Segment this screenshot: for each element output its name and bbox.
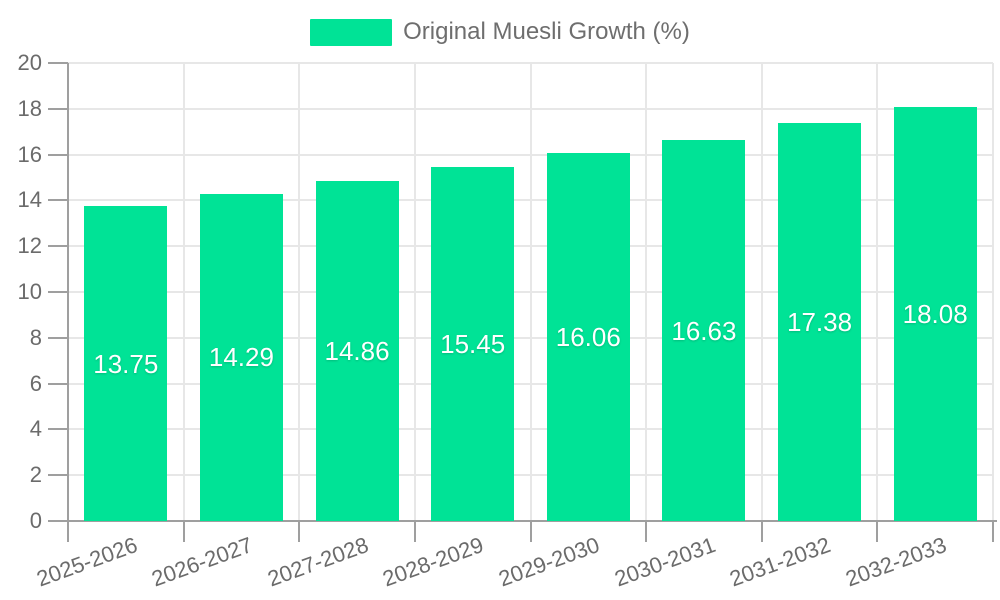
bar-2028-2029[interactable] [431, 167, 515, 521]
x-axis-tick [992, 521, 994, 542]
y-axis-tick [48, 291, 68, 293]
v-gridline [182, 63, 185, 521]
bar-2026-2027[interactable] [199, 193, 283, 521]
y-axis-tick [48, 520, 68, 522]
y-axis-tick [48, 199, 68, 202]
bar-value-label: 16.06 [555, 322, 621, 353]
x-axis-line [67, 520, 997, 522]
y-axis-tick [48, 62, 68, 64]
bar-2027-2028[interactable] [315, 180, 399, 521]
x-axis-tick [529, 521, 532, 542]
bar-value-label: 18.08 [902, 298, 968, 329]
x-tick-label: 2025-2026 [32, 532, 141, 592]
x-tick-label: 2027-2028 [264, 532, 372, 592]
y-axis-line [67, 63, 69, 542]
y-axis-tick [48, 153, 68, 156]
y-axis-tick [48, 336, 68, 339]
bar-value-label: 14.86 [324, 335, 390, 366]
v-gridline [298, 63, 301, 521]
bar-value-label: 15.45 [440, 329, 506, 360]
x-tick-label: 2029-2030 [495, 532, 603, 592]
x-axis-tick [876, 521, 879, 542]
legend-label: Original Muesli Growth (%) [403, 18, 690, 45]
bar-2030-2031[interactable] [662, 140, 746, 521]
x-tick-label: 2030-2031 [611, 532, 719, 592]
y-axis-tick [48, 107, 68, 110]
bar-value-label: 16.63 [671, 315, 737, 346]
x-tick-label: 2028-2029 [379, 532, 488, 592]
y-axis-tick [48, 428, 68, 431]
bar-value-label: 14.29 [208, 342, 274, 373]
y-tick-label: 12 [17, 233, 42, 259]
y-tick-label: 4 [29, 416, 42, 442]
v-gridline [760, 63, 763, 521]
legend[interactable]: Original Muesli Growth (%) [0, 14, 1000, 50]
y-axis-tick [48, 382, 68, 385]
bar-2025-2026[interactable] [84, 206, 168, 521]
v-gridline [876, 63, 879, 521]
v-gridline [645, 63, 648, 521]
bar-2031-2032[interactable] [778, 122, 862, 521]
y-tick-label: 2 [29, 462, 42, 488]
bar-value-label: 13.75 [93, 348, 159, 379]
x-axis-tick [645, 521, 648, 542]
y-tick-label: 20 [17, 50, 42, 75]
v-gridline [413, 63, 416, 521]
y-tick-label: 0 [29, 508, 42, 533]
bar-2029-2030[interactable] [546, 153, 630, 521]
v-gridline [992, 63, 994, 521]
y-tick-label: 16 [17, 141, 42, 167]
x-axis-tick [182, 521, 185, 542]
legend-swatch [310, 18, 393, 46]
x-axis-tick [298, 521, 301, 542]
x-tick-label: 2026-2027 [148, 532, 256, 592]
y-axis-tick [48, 245, 68, 248]
bar-2032-2033[interactable] [893, 106, 977, 521]
y-tick-label: 18 [17, 95, 42, 121]
y-tick-label: 14 [17, 187, 42, 213]
y-tick-label: 10 [17, 279, 42, 304]
x-axis-tick [413, 521, 416, 542]
bar-value-label: 17.38 [787, 306, 853, 337]
v-gridline [529, 63, 532, 521]
x-tick-label: 2032-2033 [842, 532, 950, 592]
y-axis-tick [48, 474, 68, 477]
y-tick-label: 8 [29, 324, 42, 350]
x-tick-label: 2031-2032 [726, 532, 835, 592]
x-axis-tick [760, 521, 763, 542]
y-tick-label: 6 [29, 370, 42, 396]
